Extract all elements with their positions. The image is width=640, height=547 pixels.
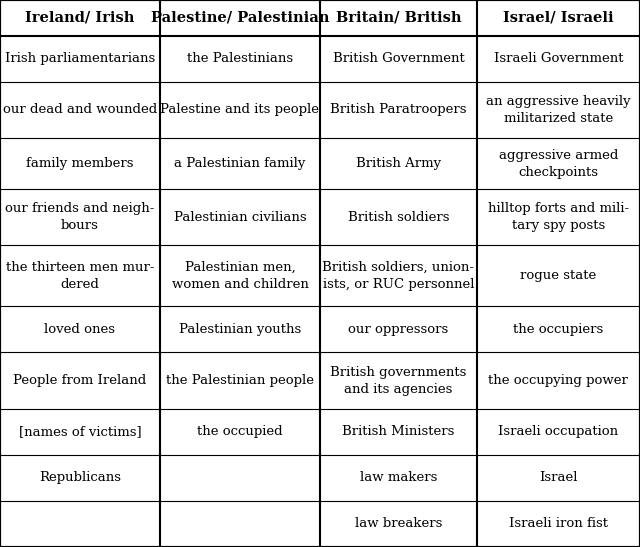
Text: our dead and wounded: our dead and wounded: [3, 103, 157, 117]
Text: Ireland/ Irish: Ireland/ Irish: [26, 11, 134, 25]
Text: People from Ireland: People from Ireland: [13, 374, 147, 387]
Text: law breakers: law breakers: [355, 517, 442, 531]
Text: Palestinian youths: Palestinian youths: [179, 323, 301, 336]
Text: Palestine/ Palestinian: Palestine/ Palestinian: [151, 11, 329, 25]
Text: [names of victims]: [names of victims]: [19, 425, 141, 438]
Text: loved ones: loved ones: [45, 323, 115, 336]
Text: Israel: Israel: [539, 472, 578, 484]
Text: family members: family members: [26, 157, 134, 170]
Text: the thirteen men mur-
dered: the thirteen men mur- dered: [6, 261, 154, 291]
Text: the Palestinians: the Palestinians: [187, 52, 293, 65]
Text: Israeli Government: Israeli Government: [493, 52, 623, 65]
Text: Palestinian civilians: Palestinian civilians: [173, 211, 307, 224]
Text: rogue state: rogue state: [520, 270, 596, 282]
Text: the occupied: the occupied: [197, 425, 283, 438]
Text: Britain/ British: Britain/ British: [335, 11, 461, 25]
Text: hilltop forts and mili-
tary spy posts: hilltop forts and mili- tary spy posts: [488, 202, 629, 232]
Text: British soldiers: British soldiers: [348, 211, 449, 224]
Text: British governments
and its agencies: British governments and its agencies: [330, 365, 467, 395]
Text: the occupiers: the occupiers: [513, 323, 604, 336]
Text: Palestinian men,
women and children: Palestinian men, women and children: [172, 261, 308, 291]
Text: the occupying power: the occupying power: [488, 374, 628, 387]
Text: law makers: law makers: [360, 472, 437, 484]
Text: aggressive armed
checkpoints: aggressive armed checkpoints: [499, 149, 618, 178]
Text: Israeli occupation: Israeli occupation: [499, 425, 618, 438]
Text: our oppressors: our oppressors: [348, 323, 449, 336]
Text: our friends and neigh-
bours: our friends and neigh- bours: [5, 202, 155, 232]
Text: a Palestinian family: a Palestinian family: [174, 157, 306, 170]
Text: British soldiers, union-
ists, or RUC personnel: British soldiers, union- ists, or RUC pe…: [323, 261, 474, 291]
Text: Republicans: Republicans: [39, 472, 121, 484]
Text: Israeli iron fist: Israeli iron fist: [509, 517, 608, 531]
Text: British Army: British Army: [356, 157, 441, 170]
Text: Irish parliamentarians: Irish parliamentarians: [5, 52, 155, 65]
Text: British Paratroopers: British Paratroopers: [330, 103, 467, 117]
Text: British Government: British Government: [333, 52, 464, 65]
Text: the Palestinian people: the Palestinian people: [166, 374, 314, 387]
Text: an aggressive heavily
militarized state: an aggressive heavily militarized state: [486, 95, 630, 125]
Text: Palestine and its people: Palestine and its people: [161, 103, 319, 117]
Text: Israel/ Israeli: Israel/ Israeli: [503, 11, 614, 25]
Text: British Ministers: British Ministers: [342, 425, 454, 438]
